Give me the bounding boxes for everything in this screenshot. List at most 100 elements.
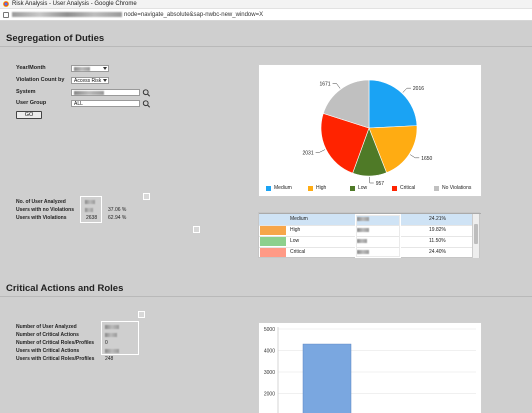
sod-heading: Segregation of Duties xyxy=(6,33,105,44)
row-swatch xyxy=(260,248,286,257)
pie-leader-line xyxy=(369,176,374,184)
car-users-analyzed-redacted xyxy=(105,325,119,329)
legend-label: No Violations xyxy=(442,185,472,191)
users-critical-roles-label: Users with Critical Roles/Profiles xyxy=(16,356,95,362)
critical-actions-redacted xyxy=(105,333,117,337)
url-redacted xyxy=(12,12,122,17)
y-tick-label: 3000 xyxy=(264,370,275,376)
critical-actions-label: Number of Critical Actions xyxy=(16,332,79,338)
pie-data-label: 957 xyxy=(376,181,385,187)
risk-level-table: Medium 24.21% High 19.82% Low 11.50% Cri… xyxy=(258,212,481,258)
pie-leader-line xyxy=(410,154,420,159)
y-tick-label: 5000 xyxy=(264,327,275,333)
chrome-icon xyxy=(3,1,9,7)
sod-pie-chart: 2016 1650 957 2031 1671 xyxy=(303,79,433,187)
go-button[interactable]: GO xyxy=(16,111,42,119)
square-marker xyxy=(138,311,145,318)
legend-critical: Critical xyxy=(392,185,415,191)
year-month-row: Year/Month xyxy=(16,64,46,72)
table-row-critical[interactable]: Critical 24.40% xyxy=(259,247,473,258)
table-row-high[interactable]: High 19.82% xyxy=(259,225,473,236)
pie-leader-line xyxy=(402,87,411,93)
system-value-redacted xyxy=(74,90,104,95)
with-violations-label: Users with Violations xyxy=(16,215,67,221)
url-text[interactable]: node=navigate_absolute&sap-nwbc-new_wind… xyxy=(124,11,264,18)
legend-low: Low xyxy=(350,185,367,191)
no-violations-label: Users with no Violations xyxy=(16,207,74,213)
row-pct: 11.50% xyxy=(429,238,446,244)
system-label: System xyxy=(16,89,36,95)
row-count-redacted xyxy=(357,217,369,221)
legend-swatch xyxy=(350,185,355,191)
section-divider xyxy=(0,296,532,297)
with-violations-pct: 62.94 % xyxy=(108,215,127,221)
row-divider xyxy=(259,225,473,226)
count-column-frame xyxy=(355,214,401,258)
legend-medium: Medium xyxy=(266,185,292,191)
square-marker xyxy=(193,226,200,233)
system-input[interactable] xyxy=(71,89,151,97)
row-label: Medium xyxy=(290,216,308,222)
year-month-select[interactable] xyxy=(71,65,109,72)
users-critical-roles-value: 248 xyxy=(105,356,114,362)
row-divider xyxy=(259,236,473,237)
legend-swatch xyxy=(434,185,439,191)
violation-count-value: Access Risk xyxy=(74,77,102,84)
row-pct: 24.21% xyxy=(429,216,446,222)
y-tick-label: 2000 xyxy=(264,392,275,398)
users-critical-actions-label: Users with Critical Actions xyxy=(16,348,80,354)
row-label: Low xyxy=(290,238,300,244)
page-info-icon[interactable] xyxy=(3,11,9,18)
row-divider xyxy=(259,247,473,248)
row-label: High xyxy=(290,227,301,233)
pie-data-label: 2016 xyxy=(413,86,424,92)
pie-slice-critical[interactable] xyxy=(320,112,370,174)
pie-data-label: 2031 xyxy=(303,150,314,156)
row-label: Critical xyxy=(290,249,306,255)
users-analyzed-value-redacted xyxy=(85,200,95,204)
bar-chart-card xyxy=(258,322,482,413)
search-icon[interactable] xyxy=(142,89,151,97)
window-title: Risk Analysis - User Analysis - Google C… xyxy=(12,1,137,7)
stats-value-frame xyxy=(80,196,102,223)
users-critical-actions-redacted xyxy=(105,349,119,353)
legend-label: Medium xyxy=(274,185,292,191)
y-tick-label: 4000 xyxy=(264,349,275,355)
legend-label: Low xyxy=(358,185,368,191)
pie-slice-medium[interactable] xyxy=(368,79,418,129)
section-divider xyxy=(0,46,532,47)
search-icon[interactable] xyxy=(142,100,151,108)
row-pct: 24.40% xyxy=(429,249,446,255)
pie-data-label: 1671 xyxy=(319,82,330,88)
user-group-value: ALL xyxy=(74,100,83,107)
violation-count-select[interactable]: Access Risk xyxy=(71,77,109,84)
row-swatch xyxy=(260,226,286,235)
car-section-header: Critical Actions and Roles xyxy=(0,281,532,297)
sod-section-header: Segregation of Duties xyxy=(0,31,532,47)
critical-actions-bar-chart: 5000 4000 3000 2000 xyxy=(264,327,476,413)
row-count-redacted xyxy=(357,250,369,254)
table-row-low[interactable]: Low 11.50% xyxy=(259,236,473,247)
scrollbar-thumb[interactable] xyxy=(474,224,478,244)
year-month-value-redacted xyxy=(74,66,90,71)
square-marker xyxy=(143,193,150,200)
no-violations-pct: 37.06 % xyxy=(108,207,127,213)
pie-leader-line xyxy=(332,83,341,89)
legend-swatch xyxy=(266,185,271,191)
user-group-row: User Group xyxy=(16,99,46,107)
pie-slice-none[interactable] xyxy=(322,79,370,129)
pie-slice-high[interactable] xyxy=(368,125,418,174)
table-scrollbar[interactable] xyxy=(472,214,479,258)
address-bar[interactable]: node=navigate_absolute&sap-nwbc-new_wind… xyxy=(0,9,532,21)
user-group-label: User Group xyxy=(16,100,47,106)
car-heading: Critical Actions and Roles xyxy=(6,283,124,294)
legend-swatch xyxy=(308,185,313,191)
pie-leader-line xyxy=(315,149,326,153)
row-count-redacted xyxy=(357,228,369,232)
row-count-redacted xyxy=(357,239,367,243)
bar[interactable] xyxy=(302,343,352,413)
user-group-input[interactable]: ALL xyxy=(71,100,151,108)
critical-roles-value: 0 xyxy=(105,340,108,346)
table-row-medium[interactable]: Medium 24.21% xyxy=(259,214,473,225)
window-titlebar: Risk Analysis - User Analysis - Google C… xyxy=(0,0,532,9)
